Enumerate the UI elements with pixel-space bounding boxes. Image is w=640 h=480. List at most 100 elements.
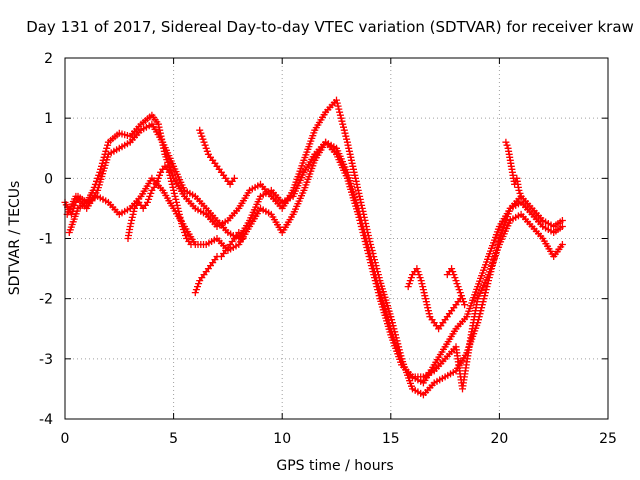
data-point [449, 268, 457, 276]
data-point [421, 292, 429, 300]
data-point [558, 241, 566, 248]
y-tick-label: -3 [39, 352, 53, 368]
data-point [405, 280, 413, 288]
data-point [202, 144, 210, 152]
data-point [337, 114, 345, 122]
data-point [369, 262, 377, 270]
data-point [144, 198, 151, 206]
data-point [354, 183, 361, 191]
series-3 [65, 138, 566, 393]
data-point [182, 232, 189, 239]
data-point [343, 135, 351, 143]
data-series [61, 96, 566, 399]
data-point [450, 271, 458, 279]
y-tick-label: 0 [44, 171, 53, 187]
data-point [480, 295, 488, 303]
data-point [373, 277, 381, 285]
y-tick-label: 2 [44, 51, 53, 67]
data-point [166, 171, 174, 179]
y-tick-label: -2 [39, 292, 53, 308]
data-point [425, 310, 433, 318]
data-point [366, 250, 374, 257]
data-point [126, 223, 134, 230]
series-9 [502, 138, 525, 200]
data-point [147, 189, 155, 197]
series-6 [196, 126, 238, 188]
data-point [455, 286, 463, 294]
data-point [422, 295, 430, 303]
data-point [416, 274, 424, 282]
data-point [129, 210, 137, 218]
data-point [195, 280, 203, 288]
data-point [333, 99, 341, 107]
data-point [387, 313, 395, 321]
data-point [361, 232, 369, 239]
data-point [423, 301, 431, 309]
data-point [374, 280, 382, 288]
data-point [197, 129, 205, 137]
data-point [374, 283, 382, 291]
data-point [344, 141, 352, 149]
data-point [345, 147, 353, 155]
data-point [130, 207, 138, 215]
data-point [95, 171, 103, 179]
data-point [482, 286, 490, 294]
data-point [502, 138, 510, 146]
data-point [483, 283, 491, 291]
data-point [199, 135, 207, 143]
data-point [367, 256, 375, 264]
data-point [355, 189, 363, 197]
x-axis-label: GPS time / hours [276, 458, 393, 474]
data-point [357, 213, 364, 221]
data-point [194, 283, 201, 291]
data-point [175, 210, 183, 218]
data-point [368, 259, 376, 267]
data-point [558, 223, 566, 230]
series-1 [61, 96, 566, 399]
data-point [192, 286, 200, 294]
data-point [339, 120, 347, 128]
data-point [350, 168, 358, 176]
data-point [338, 117, 346, 125]
data-point [453, 280, 461, 288]
data-point [424, 304, 432, 312]
data-point [371, 271, 379, 279]
x-tick-label: 15 [382, 431, 400, 447]
data-point [351, 171, 359, 179]
data-point [419, 286, 427, 294]
data-point [459, 295, 466, 303]
data-point [354, 186, 362, 194]
data-point [419, 283, 427, 291]
data-point [335, 105, 343, 113]
data-point [406, 277, 414, 285]
data-point [418, 280, 426, 288]
data-point [340, 126, 348, 134]
data-point [479, 298, 487, 306]
data-point [352, 177, 360, 185]
data-point [176, 213, 184, 221]
data-point [239, 235, 247, 242]
data-point [177, 216, 185, 224]
series-trace [64, 99, 563, 396]
x-tick-label: 0 [61, 431, 70, 447]
data-point [334, 102, 342, 110]
data-point [154, 174, 162, 182]
data-point [375, 286, 383, 294]
data-point [348, 159, 356, 167]
data-point [103, 144, 111, 152]
y-tick-label: -4 [39, 412, 53, 428]
data-point [365, 247, 373, 254]
data-point [191, 289, 199, 297]
data-point [356, 210, 364, 218]
data-point [167, 177, 175, 185]
data-point [367, 253, 375, 261]
data-point [169, 183, 177, 191]
data-point [174, 204, 182, 212]
data-point [424, 307, 432, 315]
y-tick-label: -1 [39, 232, 53, 248]
data-point [457, 292, 465, 300]
data-point [420, 289, 428, 297]
data-point [173, 201, 181, 209]
data-point [370, 265, 378, 273]
